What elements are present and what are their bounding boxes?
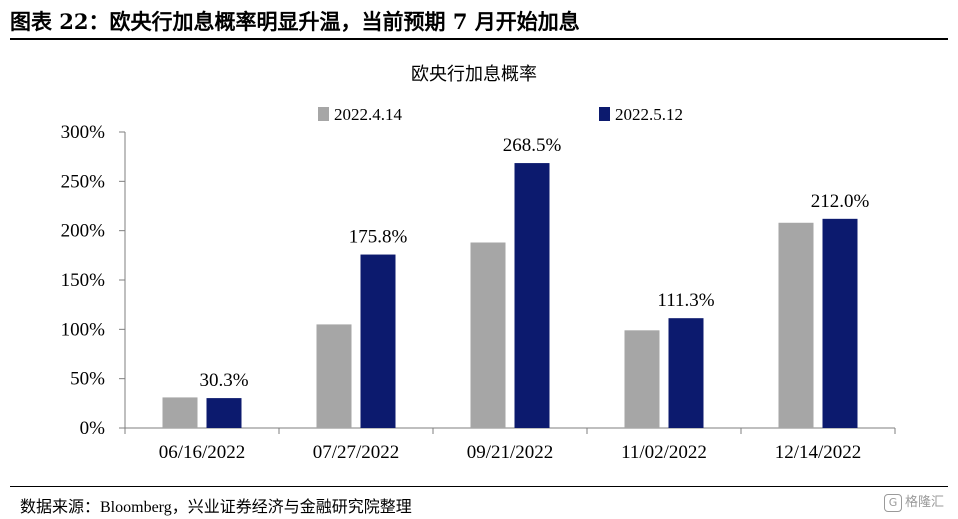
x-tick-label: 07/27/2022 [313, 442, 400, 463]
bar-series-2 [822, 218, 858, 428]
x-tick-label: 11/02/2022 [621, 442, 707, 463]
legend-label-series-1: 2022.4.14 [334, 105, 403, 124]
figure-title: 图表 22：欧央行加息概率明显升温，当前预期 7 月开始加息 [10, 9, 580, 34]
bar-series-2 [514, 163, 550, 428]
bars [162, 163, 858, 428]
chart-title: 欧央行加息概率 [411, 64, 537, 85]
x-tick-label: 12/14/2022 [775, 442, 862, 463]
y-tick-label: 250% [61, 171, 106, 192]
bar-series-2 [206, 398, 242, 428]
bar-series-2 [668, 318, 704, 428]
y-tick-label: 300% [61, 122, 106, 143]
bar-series-1 [470, 242, 506, 428]
bar-series-1 [778, 222, 814, 428]
y-tick-label: 100% [61, 319, 106, 340]
watermark-logo-icon: G [883, 494, 902, 512]
figure-header: 图表 22：欧央行加息概率明显升温，当前预期 7 月开始加息 [10, 4, 948, 40]
data-labels: 30.3% 175.8% 268.5% 111.3% 212.0% [199, 135, 869, 391]
data-label: 175.8% [349, 227, 408, 248]
data-label: 212.0% [811, 191, 870, 212]
bar-series-1 [624, 330, 660, 428]
legend-label-series-2: 2022.5.12 [615, 105, 683, 124]
legend: 2022.4.14 2022.5.12 [318, 105, 683, 124]
y-tick-label: 200% [61, 221, 106, 242]
figure-footer: 数据来源：Bloomberg，兴业证券经济与金融研究院整理 G 格隆汇 [10, 486, 948, 519]
source-note: 数据来源：Bloomberg，兴业证券经济与金融研究院整理 [20, 499, 412, 516]
bar-series-2 [360, 254, 396, 428]
axes: 0% 50% 100% 150% 200% 250% 300% 06/16/2022 07/27… [61, 122, 896, 463]
watermark-text: 格隆汇 [904, 495, 944, 510]
legend-swatch-series-2 [599, 107, 610, 121]
data-label: 30.3% [199, 370, 248, 391]
bar-chart: 欧央行加息概率 2022.4.14 2022.5.12 0% 50% 100% 150… [61, 64, 896, 463]
bar-series-1 [162, 397, 198, 428]
x-tick-label: 09/21/2022 [467, 442, 554, 463]
watermark: G 格隆汇 [883, 491, 944, 512]
y-tick-label: 0% [80, 418, 106, 439]
y-tick-label: 150% [61, 270, 106, 291]
y-tick-label: 50% [70, 369, 105, 390]
legend-swatch-series-1 [318, 107, 329, 121]
bar-series-1 [316, 324, 352, 428]
data-label: 111.3% [657, 290, 714, 311]
data-label: 268.5% [503, 135, 562, 156]
x-tick-label: 06/16/2022 [159, 442, 246, 463]
